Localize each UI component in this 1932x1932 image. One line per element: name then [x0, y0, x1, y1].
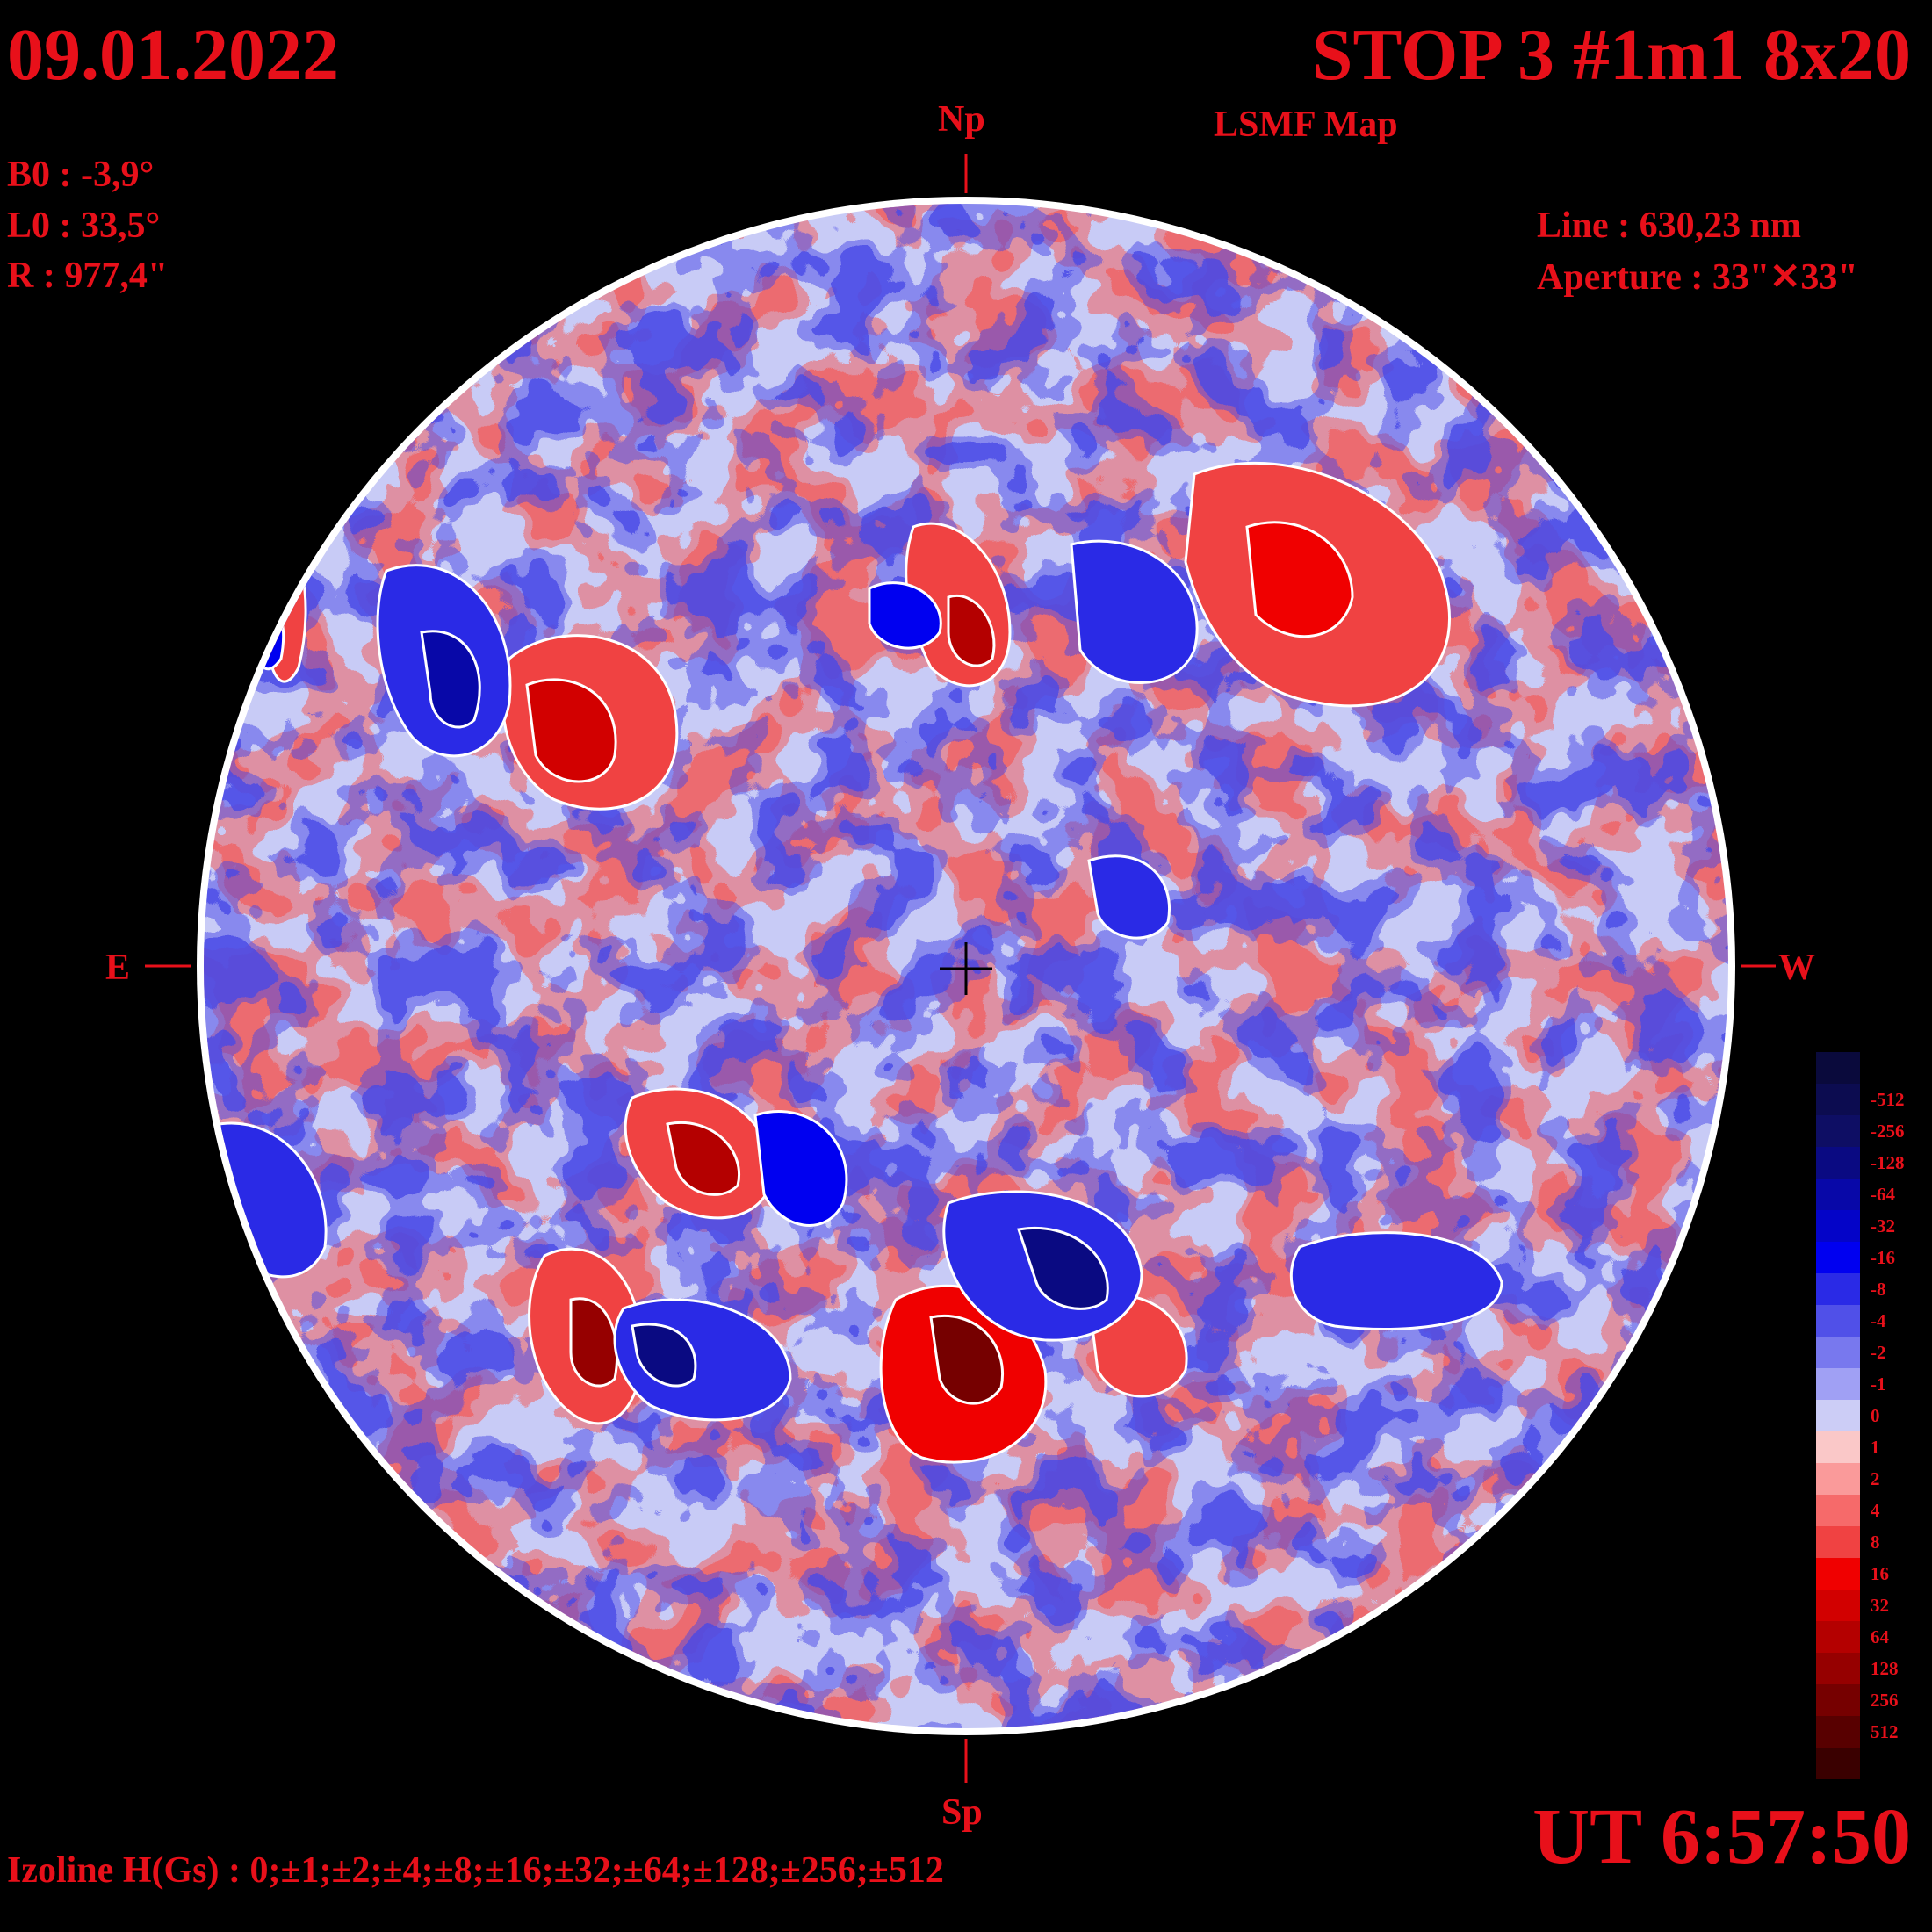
- legend-swatch: -64: [1816, 1179, 1895, 1210]
- map-title: STOP 3 #1m1 8x20: [1311, 14, 1911, 96]
- legend-swatch: 32: [1816, 1590, 1889, 1621]
- legend-label: 32: [1871, 1595, 1889, 1616]
- legend-label: -256: [1871, 1121, 1905, 1142]
- legend-swatch: 64: [1816, 1621, 1889, 1653]
- legend-swatch: 512: [1816, 1716, 1899, 1748]
- legend-label: -8: [1871, 1279, 1886, 1300]
- legend-swatch: -256: [1816, 1115, 1905, 1147]
- legend-swatch: -32: [1816, 1210, 1895, 1242]
- legend-swatch: 128: [1816, 1653, 1899, 1684]
- legend-label: 4: [1871, 1500, 1880, 1521]
- observation-date: 09.01.2022: [7, 14, 339, 96]
- legend-swatch: 16: [1816, 1558, 1889, 1590]
- legend-swatch: -2: [1816, 1337, 1886, 1368]
- legend-swatch: 4: [1816, 1495, 1880, 1526]
- param-b0: B0 : -3,9°: [7, 155, 155, 195]
- legend-label: -32: [1871, 1215, 1895, 1236]
- legend-swatch: [1816, 1052, 1860, 1084]
- color-scale-legend: -512 -256 -128 -64 -32 -16 -8 -4 -2 -1 0 1 2 4 8 16 32 64…: [1816, 1052, 1905, 1779]
- center-crosshair: [940, 942, 992, 995]
- solar-disk: [204, 204, 1728, 1728]
- legend-label: 128: [1871, 1658, 1899, 1679]
- legend-label: -1: [1871, 1373, 1886, 1395]
- legend-swatch: -512: [1816, 1084, 1905, 1115]
- east-label: E: [105, 948, 131, 988]
- map-subtitle: LSMF Map: [1214, 105, 1398, 145]
- positive-regions: [265, 461, 1451, 1464]
- west-label: W: [1778, 948, 1815, 988]
- legend-label: -2: [1871, 1342, 1886, 1363]
- legend-label: -4: [1871, 1310, 1886, 1331]
- legend-swatch: -128: [1816, 1147, 1905, 1179]
- legend-label: -128: [1871, 1152, 1905, 1173]
- south-pole-label: Sp: [941, 1792, 983, 1833]
- legend-label: 8: [1871, 1532, 1880, 1553]
- legend-swatch: -8: [1816, 1273, 1886, 1305]
- legend-swatch: 8: [1816, 1526, 1880, 1558]
- legend-swatch: 0: [1816, 1400, 1880, 1431]
- spectral-line: Line : 630,23 nm: [1537, 205, 1802, 246]
- param-radius: R : 977,4": [7, 256, 169, 296]
- legend-label: -16: [1871, 1247, 1895, 1268]
- legend-label: 16: [1871, 1563, 1889, 1584]
- legend-swatch: -16: [1816, 1242, 1895, 1273]
- legend-label: 256: [1871, 1690, 1899, 1711]
- observation-time: UT 6:57:50: [1532, 1793, 1911, 1880]
- legend-label: 1: [1871, 1437, 1880, 1458]
- axis-ticks: [145, 154, 1776, 1783]
- legend-label: -512: [1871, 1089, 1905, 1110]
- legend-label: 512: [1871, 1721, 1899, 1742]
- legend-swatch: 1: [1816, 1431, 1880, 1463]
- north-pole-label: Np: [938, 99, 985, 140]
- legend-swatch: [1816, 1748, 1860, 1779]
- legend-label: 64: [1871, 1626, 1889, 1647]
- legend-swatch: -4: [1816, 1305, 1886, 1337]
- legend-label: -64: [1871, 1184, 1895, 1205]
- legend-label: 0: [1871, 1405, 1880, 1426]
- legend-swatch: 2: [1816, 1463, 1880, 1495]
- legend-label: 2: [1871, 1468, 1880, 1489]
- param-l0: L0 : 33,5°: [7, 205, 161, 246]
- legend-swatch: 256: [1816, 1684, 1899, 1716]
- legend-swatch: -1: [1816, 1368, 1886, 1400]
- aperture-size: Aperture : 33"✕33": [1537, 257, 1858, 298]
- isoline-levels: Izoline H(Gs) : 0;±1;±2;±4;±8;±16;±32;±6…: [7, 1850, 944, 1891]
